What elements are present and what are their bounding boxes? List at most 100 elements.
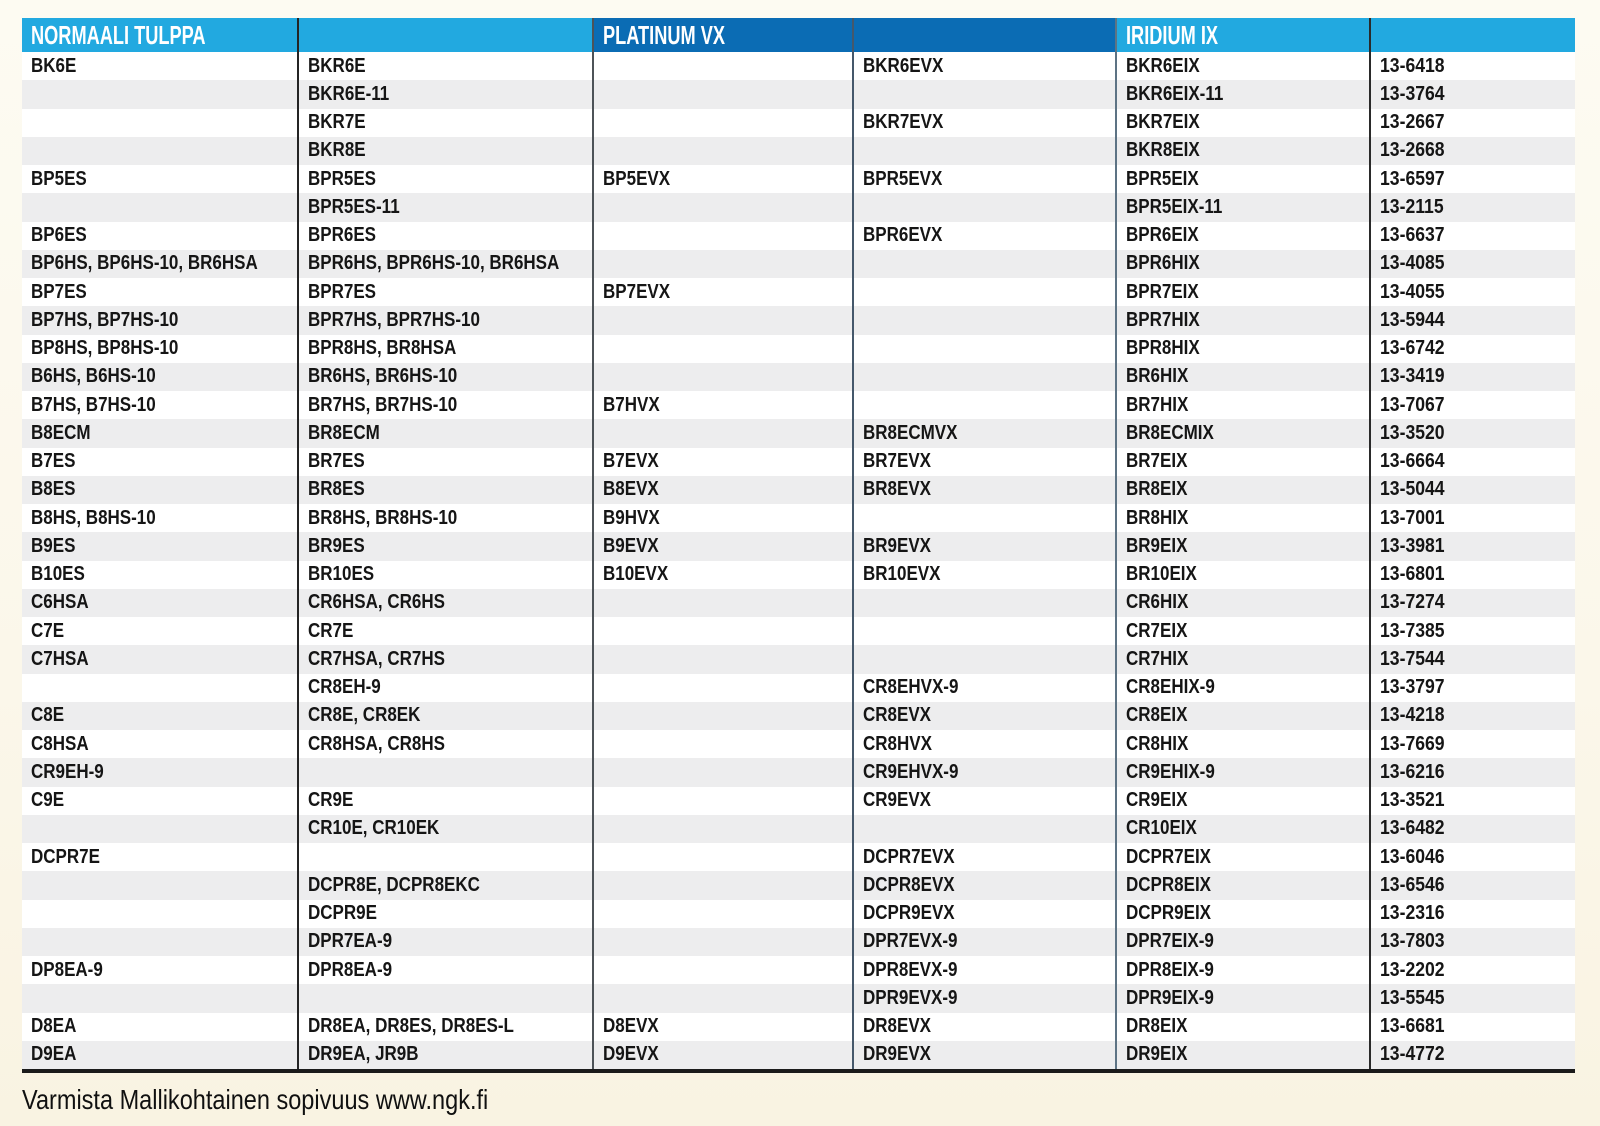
plug-code: BP6ES — [31, 224, 87, 247]
plug-code: 13-4218 — [1380, 704, 1445, 727]
plug-code: DPR7EA-9 — [308, 930, 393, 953]
cell-normaali-tulppa-2: BPR7ES — [297, 278, 592, 307]
cell-platinum-vx-1: B9EVX — [592, 532, 852, 561]
plug-code: B8EVX — [603, 478, 659, 501]
plug-code: 13-3520 — [1380, 421, 1445, 444]
cell-part-number: 13-7803 — [1369, 927, 1575, 956]
cell-platinum-vx-1: D9EVX — [592, 1040, 852, 1069]
table-row: CR10E, CR10EK CR10EIX 13-6482 — [22, 814, 1575, 843]
plug-code: 13-2668 — [1380, 139, 1445, 162]
cell-part-number: 13-7274 — [1369, 588, 1575, 617]
cell-iridium-ix: BR8HIX — [1115, 504, 1369, 533]
plug-code: 13-7067 — [1380, 393, 1445, 416]
cell-iridium-ix: BR8ECMIX — [1115, 419, 1369, 448]
table-row: BP7HS, BP7HS-10 BPR7HS, BPR7HS-10 BPR7HIX 1… — [22, 306, 1575, 335]
plug-code: BKR8E — [308, 139, 366, 162]
cell-normaali-tulppa-2: BKR8E — [297, 136, 592, 165]
cell-normaali-tulppa-2: CR6HSA, CR6HS — [297, 588, 592, 617]
plug-code: BPR7EIX — [1126, 280, 1199, 303]
cell-part-number: 13-3520 — [1369, 419, 1575, 448]
cell-platinum-vx-2: BKR6EVX — [852, 52, 1115, 81]
cell-part-number: 13-2316 — [1369, 899, 1575, 928]
cell-part-number: 13-7544 — [1369, 645, 1575, 674]
plug-code: BR7ES — [308, 450, 365, 473]
table-row: B7ES BR7ES B7EVX BR7EVX BR7EIX 13-6664 — [22, 447, 1575, 476]
cell-part-number: 13-6742 — [1369, 334, 1575, 363]
cell-normaali-tulppa-2: BKR6E-11 — [297, 80, 592, 109]
cell-platinum-vx-2: BR8ECMVX — [852, 419, 1115, 448]
cell-iridium-ix: BR6HIX — [1115, 362, 1369, 391]
table-row: BKR8E BKR8EIX 13-2668 — [22, 136, 1575, 165]
cell-platinum-vx-2: DCPR9EVX — [852, 899, 1115, 928]
cell-part-number: 13-2115 — [1369, 193, 1575, 222]
cell-part-number: 13-7669 — [1369, 730, 1575, 759]
plug-code: B9HVX — [603, 506, 660, 529]
cell-part-number: 13-6216 — [1369, 758, 1575, 787]
plug-code: BKR6E — [308, 54, 366, 77]
header-iridium-ix: IRIDIUM IX — [1115, 18, 1369, 52]
plug-code: DR8EVX — [863, 1015, 932, 1038]
cell-platinum-vx-2: BPR6EVX — [852, 221, 1115, 250]
plug-code: DCPR8E, DCPR8EKC — [308, 873, 480, 896]
plug-code: C9E — [31, 789, 65, 812]
cell-platinum-vx-1 — [592, 136, 852, 165]
plug-code: CR7EIX — [1126, 619, 1188, 642]
table-row: DPR9EVX-9 DPR9EIX-9 13-5545 — [22, 984, 1575, 1013]
cell-normaali-tulppa-1: C9E — [22, 787, 297, 815]
cell-platinum-vx-2 — [852, 814, 1115, 843]
plug-code: DP8EA-9 — [31, 958, 103, 981]
plug-code: 13-6742 — [1380, 337, 1445, 360]
cell-part-number: 13-2668 — [1369, 136, 1575, 165]
plug-code: BR9EVX — [863, 534, 932, 557]
cell-normaali-tulppa-1 — [22, 193, 297, 221]
cell-platinum-vx-2: BR10EVX — [852, 560, 1115, 589]
plug-code: BR8EVX — [863, 478, 932, 501]
plug-code: BR8EIX — [1126, 478, 1188, 501]
cell-platinum-vx-2 — [852, 617, 1115, 646]
cell-platinum-vx-2 — [852, 80, 1115, 109]
cell-normaali-tulppa-1: BP7ES — [22, 278, 297, 306]
cell-platinum-vx-2 — [852, 193, 1115, 222]
cell-normaali-tulppa-1: D9EA — [22, 1041, 297, 1069]
cell-iridium-ix: DCPR8EIX — [1115, 871, 1369, 900]
cell-normaali-tulppa-1: C6HSA — [22, 589, 297, 617]
cell-normaali-tulppa-1 — [22, 109, 297, 137]
cell-normaali-tulppa-1: BP5ES — [22, 165, 297, 193]
cell-part-number: 13-2667 — [1369, 108, 1575, 137]
cell-platinum-vx-1 — [592, 52, 852, 81]
cell-part-number: 13-6046 — [1369, 843, 1575, 872]
cell-part-number: 13-5044 — [1369, 475, 1575, 504]
cell-normaali-tulppa-1: B7HS, B7HS-10 — [22, 391, 297, 419]
plug-code: BPR6HIX — [1126, 252, 1200, 275]
cell-platinum-vx-2: BPR5EVX — [852, 165, 1115, 194]
plug-code: BR7HS, BR7HS-10 — [308, 393, 458, 416]
plug-code: 13-6546 — [1380, 873, 1445, 896]
plug-code: BKR6EIX — [1126, 54, 1200, 77]
cell-normaali-tulppa-2: CR7HSA, CR7HS — [297, 645, 592, 674]
cell-normaali-tulppa-2: DPR8EA-9 — [297, 956, 592, 985]
plug-code: B7HVX — [603, 393, 660, 416]
cell-normaali-tulppa-2: BKR6E — [297, 52, 592, 81]
plug-code: B8HS, B8HS-10 — [31, 506, 156, 529]
plug-code: BKR6EVX — [863, 54, 944, 77]
cell-part-number: 13-5944 — [1369, 306, 1575, 335]
cell-iridium-ix: DR9EIX — [1115, 1040, 1369, 1069]
cell-part-number: 13-4772 — [1369, 1040, 1575, 1069]
cell-normaali-tulppa-2: BPR7HS, BPR7HS-10 — [297, 306, 592, 335]
plug-code: DCPR9EIX — [1126, 902, 1212, 925]
cell-normaali-tulppa-2: BPR6ES — [297, 221, 592, 250]
plug-code: 13-7544 — [1380, 647, 1445, 670]
cell-platinum-vx-1 — [592, 334, 852, 363]
cell-part-number: 13-6681 — [1369, 1012, 1575, 1041]
cell-iridium-ix: BPR5EIX-11 — [1115, 193, 1369, 222]
plug-code: 13-3419 — [1380, 365, 1445, 388]
table-row: BP8HS, BP8HS-10 BPR8HS, BR8HSA BPR8HIX 13-6… — [22, 334, 1575, 363]
plug-code: 13-4055 — [1380, 280, 1445, 303]
table-row: B10ES BR10ES B10EVX BR10EVX BR10EIX 13-6801 — [22, 560, 1575, 589]
cell-platinum-vx-2: BR8EVX — [852, 475, 1115, 504]
cell-normaali-tulppa-1 — [22, 984, 297, 1012]
plug-code: BPR5ES — [308, 167, 377, 190]
plug-code: 13-6482 — [1380, 817, 1445, 840]
plug-code: BKR6EIX-11 — [1126, 82, 1224, 105]
cell-iridium-ix: CR7HIX — [1115, 645, 1369, 674]
